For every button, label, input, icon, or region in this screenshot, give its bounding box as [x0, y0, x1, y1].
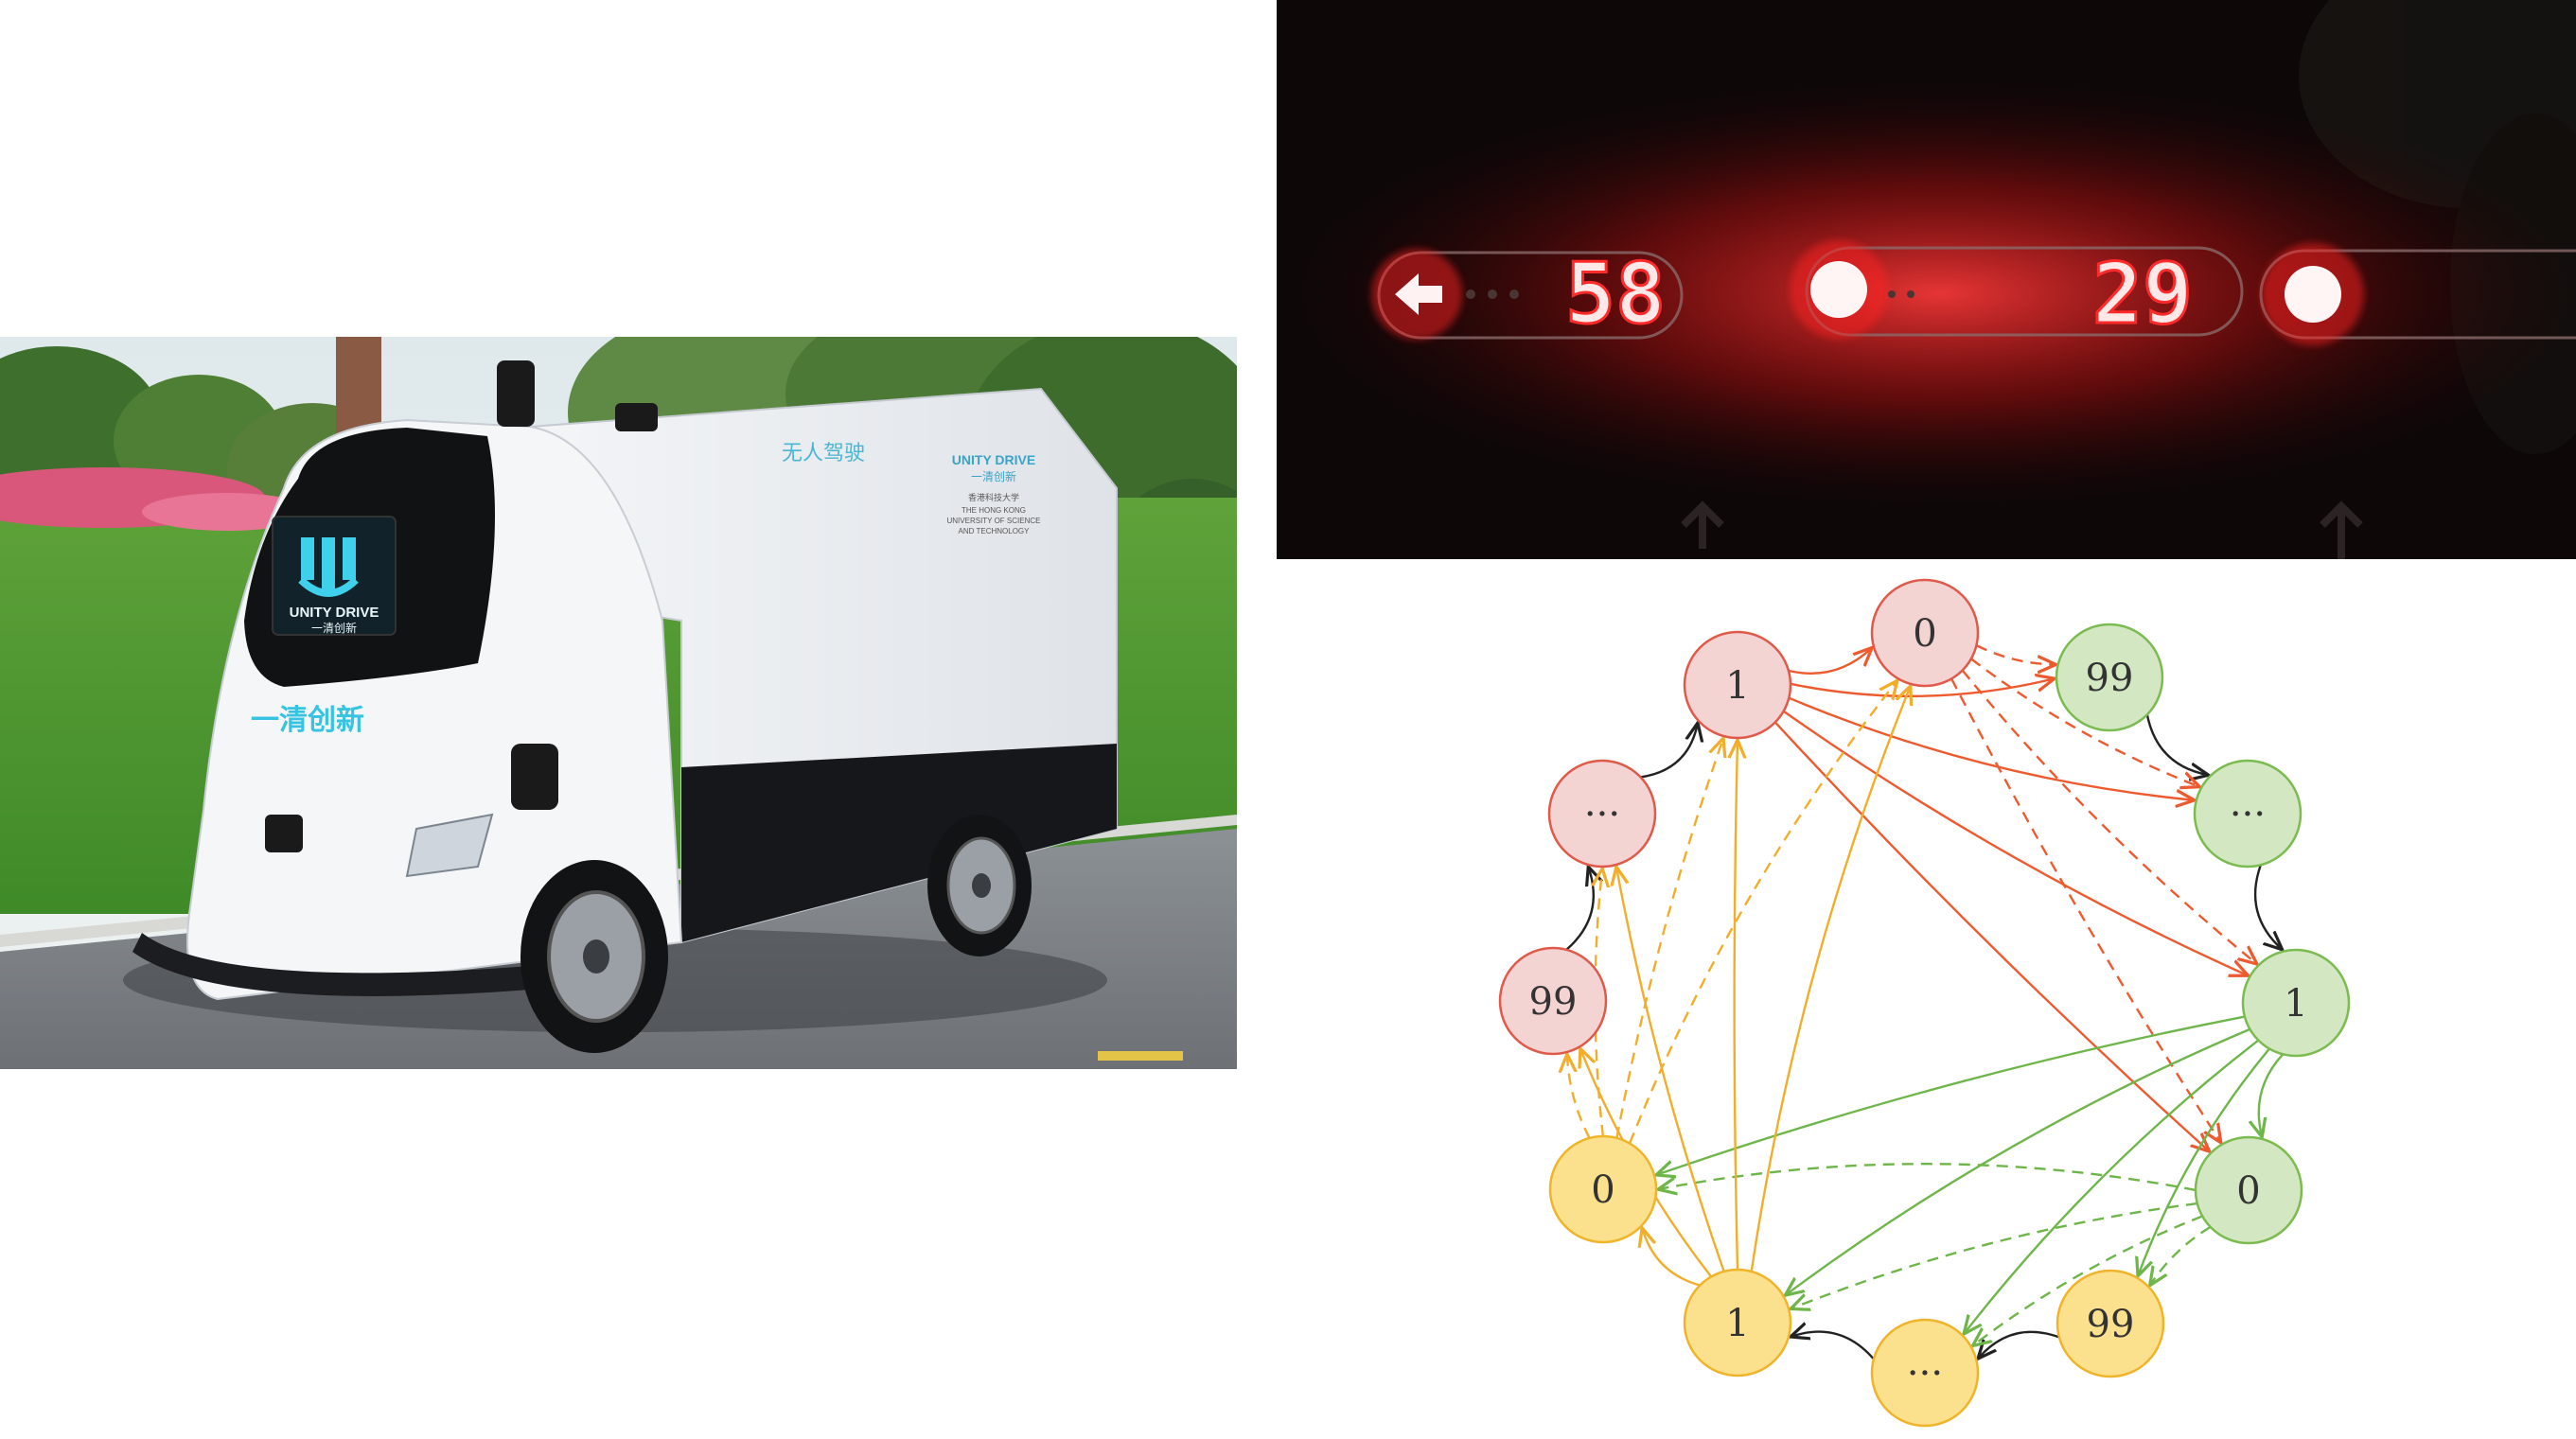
state-node-circle — [2241, 948, 2351, 1058]
state-node-red-rdots: ··· — [1547, 759, 1657, 869]
state-node-label: 0 — [2236, 1169, 2260, 1213]
screen-brand-cn-text: 一清创新 — [311, 621, 357, 635]
state-node-label: ··· — [2230, 793, 2266, 836]
state-node-label: 99 — [1529, 980, 1578, 1024]
state-node-red-r0: 0 — [1870, 578, 1980, 688]
state-node-yellow-y99: 99 — [2056, 1269, 2165, 1378]
side-university-en-3: AND TECHNOLOGY — [959, 527, 1031, 535]
delivery-vehicle: UNITY DRIVE 一清创新 一清创新 无人驾驶 UNITY DRIVE 一… — [132, 360, 1118, 1053]
side-brand-cn: 一清创新 — [971, 469, 1016, 483]
state-node-circle — [1547, 759, 1657, 869]
state-node-label: ··· — [1907, 1352, 1943, 1395]
edge-gdots-to-g1 — [2253, 864, 2283, 950]
state-node-green-g1: 1 — [2241, 948, 2351, 1058]
side-title: 无人驾驶 — [782, 442, 865, 465]
red-light-1 — [1790, 240, 1888, 339]
state-node-label: 1 — [2284, 982, 2307, 1026]
state-node-circle — [2194, 1135, 2303, 1245]
state-node-label: 0 — [1913, 612, 1936, 656]
state-diagram-svg: 1 0 99 ··· 1 0 99 ··· 1 0 99 ··· — [1498, 578, 2351, 1428]
state-cycle-diagram: 1 0 99 ··· 1 0 99 ··· 1 0 99 ··· — [1277, 559, 2576, 1439]
countdown-1: 58 — [1565, 245, 1666, 342]
arrow-left-icon — [1371, 249, 1462, 340]
headlight — [405, 813, 494, 878]
edge-r0-to-g1 — [1961, 669, 2257, 964]
state-node-green-g0: 0 — [2194, 1135, 2303, 1245]
state-node-circle — [2056, 1269, 2165, 1378]
front-wheel — [520, 860, 668, 1053]
edge-g1-to-y99 — [2138, 1047, 2270, 1275]
edge-r1-to-gdots — [1788, 696, 2194, 800]
state-node-green-gdots: ··· — [2193, 759, 2303, 869]
edge-g0-to-y0 — [1658, 1163, 2197, 1190]
edge-r1-to-r0 — [1788, 648, 1872, 675]
state-node-circle — [1683, 630, 1792, 740]
edge-g0-to-ydots — [1973, 1215, 2203, 1346]
state-node-yellow-ydots: ··· — [1870, 1318, 1980, 1428]
edge-g99-to-gdots — [2145, 714, 2209, 775]
edge-ydots-to-y1 — [1791, 1332, 1875, 1360]
road-arrows — [1681, 500, 2363, 559]
edge-y1-to-r0 — [1750, 686, 1911, 1272]
signal-housing-right — [2259, 249, 2576, 340]
edge-r1-to-g1 — [1782, 710, 2249, 976]
side-university-cn: 香港科技大学 — [968, 492, 1019, 503]
vehicle-photo: UNITY DRIVE 一清创新 一清创新 无人驾驶 UNITY DRIVE 一… — [0, 337, 1237, 1069]
edge-g1-to-y0 — [1656, 1015, 2246, 1175]
front-bumper — [132, 933, 530, 996]
side-university-en-2: UNIVERSITY OF SCIENCE — [947, 517, 1041, 525]
state-node-circle — [1683, 1268, 1792, 1378]
state-node-green-g99: 99 — [2055, 623, 2164, 732]
traffic-light-photo: 58 29 — [1277, 0, 2576, 559]
state-node-yellow-y0: 0 — [1548, 1134, 1658, 1244]
edge-g0-to-y1 — [1791, 1202, 2197, 1308]
state-node-label: 99 — [2087, 1303, 2135, 1346]
edge-g0-to-y99 — [2150, 1225, 2212, 1286]
state-node-circle — [2055, 623, 2164, 732]
roof-sensor — [615, 403, 658, 431]
state-node-label: 1 — [1725, 664, 1749, 708]
edge-y99-to-ydots — [1978, 1330, 2060, 1359]
road-marking — [1098, 1051, 1183, 1061]
state-node-circle — [2193, 759, 2303, 869]
edge-r1-to-g99 — [1790, 678, 2055, 698]
state-node-circle — [1548, 1134, 1658, 1244]
edge-y1-to-r1 — [1735, 740, 1738, 1271]
front-lidar — [265, 815, 303, 852]
rear-wheel — [927, 815, 1032, 956]
front-brand-text: 一清创新 — [251, 704, 364, 737]
edge-r99-to-rdots — [1565, 867, 1594, 951]
unity-drive-logo — [298, 537, 359, 597]
edge-y0-to-r99 — [1567, 1054, 1591, 1139]
edge-r0-to-gdots — [1970, 658, 2200, 786]
edge-r0-to-g0 — [1950, 677, 2221, 1142]
state-node-red-r1: 1 — [1683, 630, 1792, 740]
edge-g1-to-ydots — [1964, 1039, 2260, 1334]
edge-r1-to-g0 — [1773, 721, 2210, 1151]
state-node-circle — [1870, 1318, 1980, 1428]
edge-g1-to-g0 — [2259, 1053, 2285, 1136]
side-brand-en: UNITY DRIVE — [952, 452, 1035, 467]
edge-rdots-to-r1 — [1640, 723, 1698, 779]
state-node-label: ··· — [1584, 793, 1620, 836]
state-node-red-r99: 99 — [1498, 946, 1608, 1056]
screen-brand-text: UNITY DRIVE — [290, 605, 379, 621]
edge-r0-to-g99 — [1975, 644, 2056, 664]
edge-y1-to-rdots — [1616, 867, 1725, 1272]
roof-lidar — [497, 360, 535, 427]
state-node-yellow-y1: 1 — [1683, 1268, 1792, 1378]
edge-y0-to-r0 — [1628, 680, 1897, 1144]
state-node-label: 1 — [1725, 1302, 1749, 1345]
state-node-circle — [1498, 946, 1608, 1056]
countdown-2: 29 — [2092, 245, 2193, 342]
edge-g1-to-y1 — [1785, 1027, 2250, 1295]
state-node-label: 99 — [2086, 657, 2134, 700]
red-light-2 — [2262, 243, 2364, 345]
state-node-label: 0 — [1591, 1168, 1614, 1212]
state-node-circle — [1870, 578, 1980, 688]
edge-y1-to-y0 — [1642, 1228, 1701, 1287]
side-lidar — [511, 744, 558, 810]
side-university-en-1: THE HONG KONG — [962, 506, 1026, 515]
